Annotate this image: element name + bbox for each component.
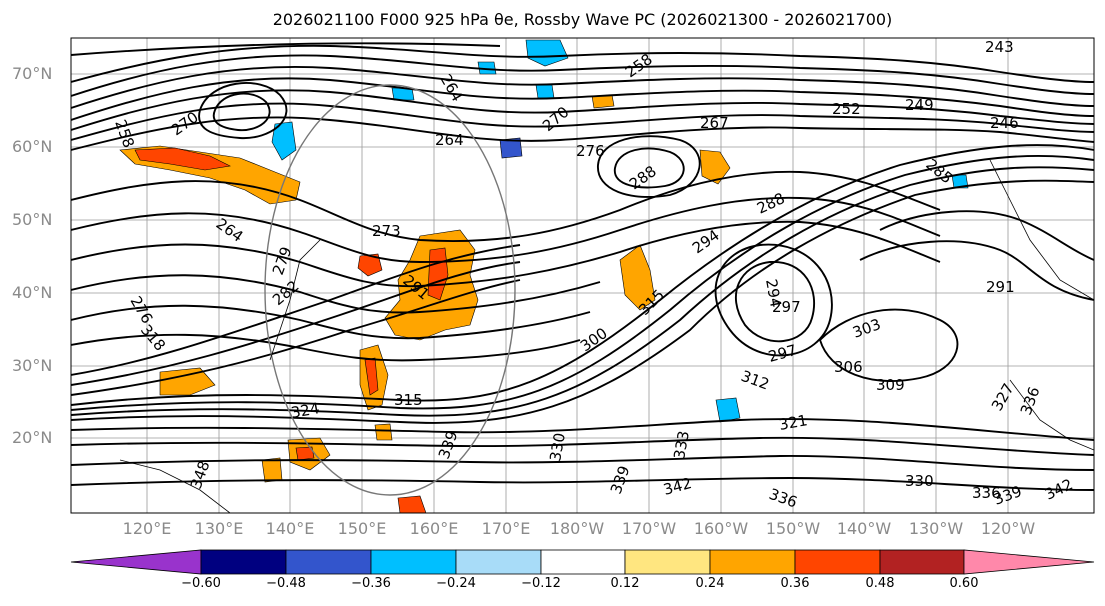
colorbar-segment — [285, 549, 372, 575]
contour-label: 297 — [772, 298, 801, 316]
contour-label: 246 — [990, 114, 1019, 132]
lat-label: 70°N — [12, 64, 53, 83]
lon-label: 130°W — [908, 519, 964, 538]
colorbar-extend-left — [70, 549, 202, 575]
contour-label: 324 — [290, 399, 321, 422]
lon-label: 130°E — [194, 519, 244, 538]
colorbar-tick: −0.36 — [351, 576, 391, 591]
lon-label: 140°E — [265, 519, 315, 538]
lon-label: 180°W — [549, 519, 605, 538]
colorbar-segment — [370, 549, 457, 575]
colorbar-tick: −0.48 — [266, 576, 306, 591]
map-frame — [70, 37, 1095, 514]
lon-label: 170°E — [481, 519, 531, 538]
contour-label: 333 — [670, 429, 693, 460]
lat-label: 50°N — [12, 210, 53, 229]
contour-label: 315 — [394, 391, 423, 409]
lat-label: 20°N — [12, 428, 53, 447]
contour-label: 273 — [372, 222, 401, 240]
colorbar-segment — [455, 549, 542, 575]
theta-e-contours — [71, 42, 1094, 491]
coastlines — [119, 159, 1094, 513]
colorbar-segment — [540, 549, 626, 575]
colorbar-tick: 0.60 — [949, 576, 979, 591]
lon-label: 160°W — [693, 519, 749, 538]
contour-label: 330 — [905, 472, 934, 490]
contour-label: 252 — [832, 100, 861, 118]
colorbar-tick: 0.12 — [610, 576, 640, 591]
colorbar-segment — [709, 549, 796, 575]
contour-label: 321 — [778, 411, 809, 434]
colorbar-segment — [624, 549, 711, 575]
anomaly-shading-negative — [271, 39, 969, 423]
lon-label: 150°E — [337, 519, 387, 538]
contour-label: 276 — [576, 142, 605, 160]
lon-label: 120°E — [122, 519, 172, 538]
lat-label: 60°N — [12, 137, 53, 156]
map-title: 2026021100 F000 925 hPa θe, Rossby Wave … — [272, 10, 893, 29]
rossby-wave-region-circle — [264, 84, 516, 496]
colorbar-segment — [794, 549, 881, 575]
lat-label: 40°N — [12, 283, 53, 302]
colorbar-tick: −0.24 — [436, 576, 476, 591]
colorbar-tick: 0.24 — [695, 576, 725, 591]
colorbar-tick: −0.12 — [521, 576, 561, 591]
lon-label: 120°W — [980, 519, 1036, 538]
contour-label: 264 — [435, 131, 464, 149]
contour-label: 249 — [905, 96, 934, 114]
contour-label: 267 — [700, 114, 729, 132]
contour-label: 243 — [985, 38, 1014, 56]
lon-label: 140°W — [836, 519, 892, 538]
lon-label: 160°E — [409, 519, 459, 538]
colorbar-tick: 0.48 — [865, 576, 895, 591]
contour-label: 309 — [876, 376, 905, 394]
contour-label: 294 — [762, 278, 785, 309]
contour-labels: 243 249 246 252 258 258 264 264 264 267 … — [111, 38, 1075, 512]
map-plot-area: 243 249 246 252 258 258 264 264 264 267 … — [71, 38, 1094, 513]
colorbar-segment — [200, 549, 287, 575]
colorbar-extend-right — [963, 549, 1095, 575]
colorbar — [70, 549, 1095, 575]
contour-label: 336 — [972, 484, 1001, 502]
colorbar-tick: −0.60 — [181, 576, 221, 591]
contour-label: 306 — [834, 358, 863, 376]
colorbar-tick: 0.36 — [780, 576, 810, 591]
contour-label: 330 — [546, 431, 569, 462]
lat-label: 30°N — [12, 356, 53, 375]
lon-label: 170°W — [621, 519, 677, 538]
colorbar-segment — [879, 549, 965, 575]
contour-label: 291 — [986, 278, 1015, 296]
lon-label: 150°W — [765, 519, 821, 538]
